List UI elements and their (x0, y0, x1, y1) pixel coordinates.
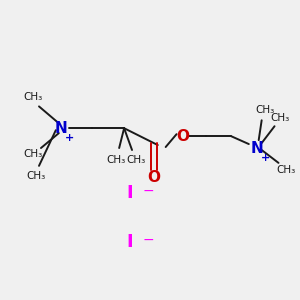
Text: −: − (142, 233, 154, 247)
Text: O: O (147, 170, 160, 185)
Text: O: O (176, 129, 189, 144)
Text: N: N (250, 140, 263, 155)
Text: CH₃: CH₃ (106, 155, 126, 165)
Text: +: + (261, 153, 270, 163)
Text: −: − (142, 184, 154, 198)
Text: CH₃: CH₃ (255, 105, 274, 116)
Text: I: I (127, 184, 134, 202)
Text: CH₃: CH₃ (126, 155, 146, 165)
Text: CH₃: CH₃ (23, 149, 43, 159)
Text: N: N (54, 121, 67, 136)
Text: CH₃: CH₃ (26, 171, 46, 181)
Text: +: + (65, 133, 74, 143)
Text: CH₃: CH₃ (271, 113, 290, 123)
Text: CH₃: CH₃ (277, 165, 296, 175)
Text: CH₃: CH₃ (23, 92, 43, 101)
Text: I: I (127, 233, 134, 251)
